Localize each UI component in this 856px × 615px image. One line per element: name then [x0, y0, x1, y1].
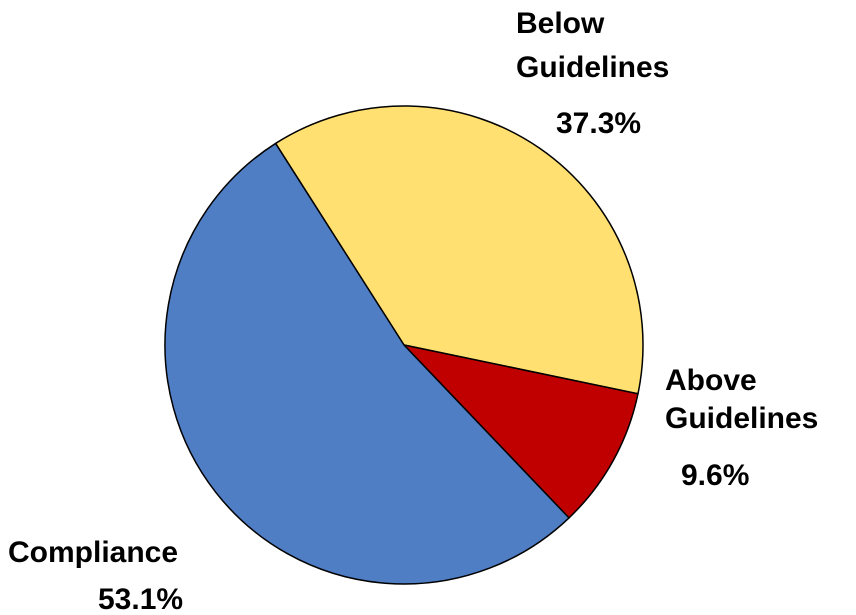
slice-label-below-line1: Below: [516, 7, 605, 40]
slice-label-compliance: Compliance: [8, 536, 178, 569]
slice-value-compliance: 53.1%: [98, 583, 183, 615]
slice-below-guidelines: [274, 105, 644, 395]
slice-label-above-line2: Guidelines: [665, 402, 818, 435]
slice-value-above: 9.6%: [681, 459, 749, 492]
slice-value-below: 37.3%: [556, 107, 641, 140]
slice-compliance: [164, 142, 570, 585]
pie-slices: [164, 105, 644, 585]
slice-label-above-line1: Above: [665, 364, 757, 397]
slice-label-below-line2: Guidelines: [516, 51, 669, 84]
slice-above-guidelines: [403, 344, 639, 519]
